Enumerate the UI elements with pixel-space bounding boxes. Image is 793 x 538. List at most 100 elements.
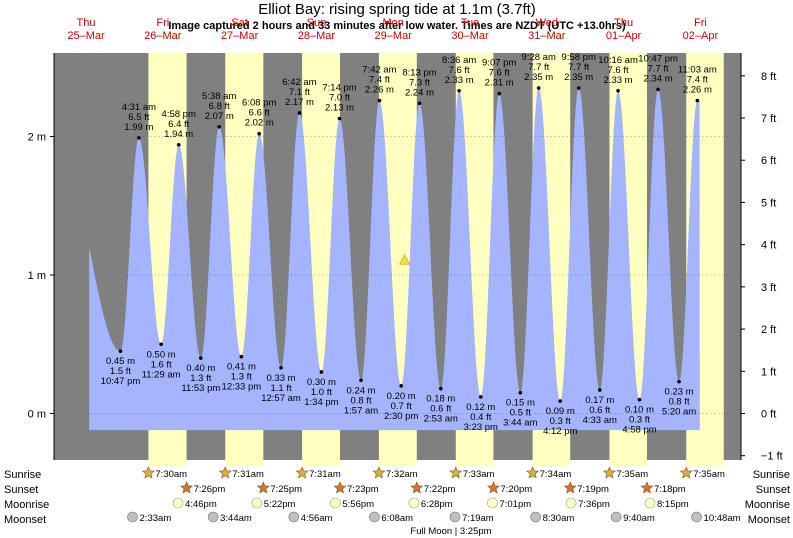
- day-date: 25–Mar: [67, 30, 105, 42]
- sunset-icon: [640, 481, 654, 494]
- extremum-point: [576, 86, 581, 90]
- low-tide-time: 4:12 pm: [543, 426, 577, 437]
- day-name: Fri: [694, 17, 707, 29]
- low-tide-meters: 0.41 m: [227, 362, 256, 373]
- low-tide-meters: 0.10 m: [625, 405, 654, 416]
- moonset-icon: [530, 511, 541, 523]
- low-tide-meters: 0.24 m: [347, 385, 376, 396]
- extremum-point: [159, 342, 163, 347]
- low-tide-feet: 0.6 ft: [430, 404, 451, 415]
- high-tide-time: 8:36 am: [442, 55, 476, 66]
- low-tide-meters: 0.09 m: [546, 406, 575, 417]
- day-date: 01–Apr: [606, 30, 642, 42]
- current-tide-marker: [399, 254, 411, 265]
- daylight-band-tail: [532, 460, 571, 466]
- high-tide-meters: 2.31 m: [485, 78, 514, 89]
- sunrise-row-label-right: Sunrise: [753, 469, 790, 481]
- moonset-time: 8:30am: [543, 513, 575, 524]
- sunrise-icon: [372, 466, 386, 479]
- extremum-point: [457, 88, 461, 93]
- low-tide-meters: 0.30 m: [307, 377, 336, 388]
- day-date: 30–Mar: [451, 30, 489, 42]
- high-tide-time: 9:58 pm: [562, 52, 596, 63]
- sunset-time: 7:20pm: [500, 484, 532, 495]
- high-tide-meters: 2.33 m: [445, 75, 474, 86]
- low-tide-time: 4:33 am: [583, 415, 617, 426]
- daylight-band-tail: [455, 460, 494, 466]
- day-date: 02–Apr: [683, 30, 719, 42]
- y-axis-feet: −1 ft 0 ft 1 ft 2 ft 3 ft 4 ft 5 ft 6 ft 7 ft 8 f…: [740, 53, 783, 463]
- y-axis-meters: 0 m 1 m 2 m: [28, 53, 55, 460]
- extremum-point: [597, 388, 602, 392]
- low-tide-time: 3:23 pm: [464, 422, 498, 433]
- sunrise-time: 7:31am: [309, 469, 341, 480]
- extremum-point: [417, 101, 422, 106]
- y-tick-label-ft: 4 ft: [761, 240, 776, 252]
- chart-subtitle: Image captured 2 hours and 33 minutes af…: [168, 20, 626, 32]
- high-tide-feet: 6.5 ft: [128, 112, 149, 123]
- daylight-band-tail: [378, 460, 417, 466]
- day-name: Tue: [461, 17, 480, 29]
- low-tide-time: 2:53 am: [424, 414, 458, 425]
- sunset-time: 7:25pm: [270, 484, 302, 495]
- high-tide-feet: 7.7 ft: [648, 63, 669, 74]
- moonrise-icon: [487, 497, 498, 509]
- extremum-point: [399, 384, 404, 388]
- daylight-band-tail: [225, 460, 264, 466]
- sunset-icon: [563, 481, 577, 494]
- extremum-point: [239, 354, 244, 359]
- moonset-time: 3:44am: [220, 513, 252, 524]
- sunrise-time: 7:35am: [693, 469, 725, 480]
- high-tide-feet: 6.6 ft: [249, 108, 270, 119]
- low-tide-time: 4:58 pm: [622, 425, 656, 436]
- day-name: Fri: [156, 17, 169, 29]
- high-tide-feet: 7.6 ft: [608, 65, 629, 76]
- extremum-point: [497, 91, 501, 96]
- y-tick-label-ft: 0 ft: [761, 409, 776, 421]
- moonrise-time: 4:46pm: [185, 499, 217, 510]
- high-tide-meters: 2.13 m: [325, 102, 354, 113]
- extremum-point: [695, 98, 700, 103]
- extremum-point: [137, 136, 141, 140]
- high-tide-meters: 2.35 m: [524, 72, 553, 83]
- low-tide-feet: 0.3 ft: [629, 415, 650, 426]
- high-tide-meters: 2.35 m: [564, 72, 593, 83]
- low-tide-meters: 0.15 m: [506, 398, 535, 409]
- low-tide-feet: 1.5 ft: [110, 366, 131, 377]
- low-tide-time: 12:33 pm: [222, 382, 262, 393]
- moonset-icon: [207, 511, 219, 523]
- extremum-point: [199, 356, 203, 360]
- sunset-time: 7:22pm: [424, 484, 456, 495]
- low-tide-feet: 0.3 ft: [550, 416, 571, 427]
- y-tick-label-ft: 7 ft: [761, 113, 776, 125]
- high-tide-time: 4:31 am: [122, 102, 156, 113]
- high-tide-feet: 7.4 ft: [369, 74, 390, 85]
- low-tide-meters: 0.33 m: [267, 373, 296, 384]
- sunset-time: 7:19pm: [577, 484, 609, 495]
- moonset-time: 4:56am: [301, 513, 333, 524]
- high-tide-feet: 7.3 ft: [409, 77, 430, 88]
- extremum-point: [637, 397, 642, 402]
- extremum-point: [656, 87, 660, 92]
- low-tide-meters: 0.40 m: [186, 363, 215, 374]
- day-date: 31–Mar: [528, 30, 566, 42]
- high-tide-meters: 2.02 m: [245, 118, 274, 129]
- moonset-time: 7:19am: [462, 513, 494, 524]
- high-tide-meters: 2.33 m: [604, 75, 633, 86]
- high-tide-time: 6:42 am: [282, 77, 316, 88]
- moonrise-icon: [565, 497, 577, 509]
- low-tide-feet: 1.1 ft: [270, 383, 291, 394]
- extremum-point: [297, 111, 302, 115]
- high-tide-meters: 2.17 m: [285, 97, 314, 108]
- high-tide-feet: 7.1 ft: [289, 87, 310, 98]
- sunrise-icon: [141, 466, 155, 479]
- sunrise-icon: [602, 466, 616, 479]
- low-tide-time: 12:57 am: [261, 393, 301, 404]
- y-tick-label-ft: 6 ft: [761, 155, 776, 167]
- sunset-time: 7:26pm: [194, 484, 226, 495]
- low-tide-feet: 0.6 ft: [589, 405, 610, 416]
- sunrise-time: 7:32am: [386, 469, 418, 480]
- moonrise-time: 5:22pm: [264, 499, 296, 510]
- plot-area: [54, 53, 741, 466]
